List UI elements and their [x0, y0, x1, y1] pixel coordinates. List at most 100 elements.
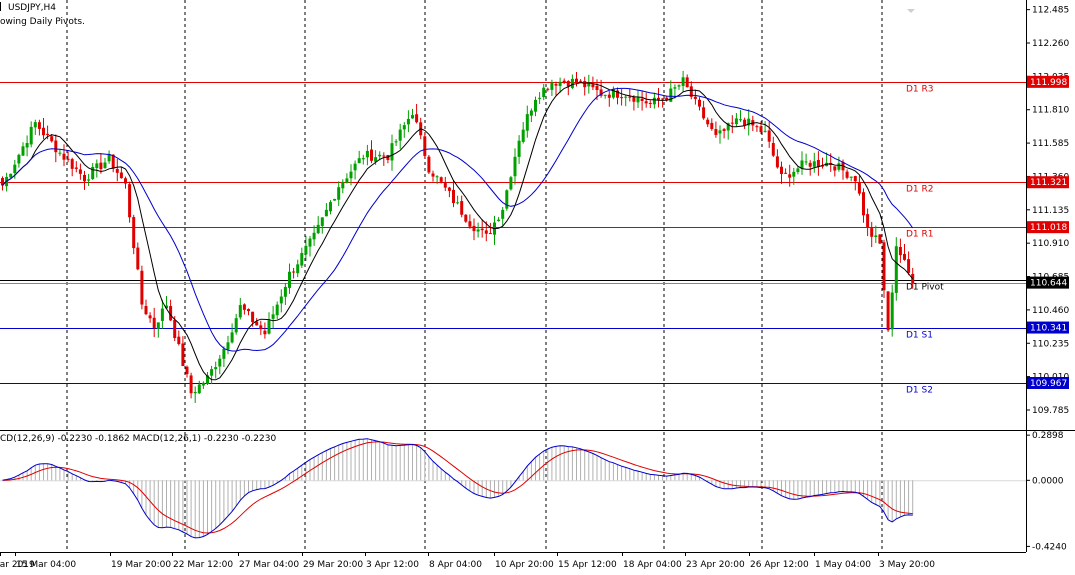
pivot-price-tag-label: 111.998 — [1030, 78, 1067, 88]
candle-body — [91, 166, 95, 180]
candle-body — [595, 85, 599, 90]
candle-body — [632, 96, 636, 102]
candle-body — [866, 214, 870, 228]
candle-body — [771, 143, 775, 156]
candle-body — [579, 80, 583, 82]
time-tick-label: 27 Mar 04:00 — [239, 560, 299, 570]
time-tick-label: 22 Mar 12:00 — [173, 560, 233, 570]
candle-body — [324, 209, 328, 217]
candle-body — [611, 89, 615, 98]
candle-body — [304, 245, 308, 255]
time-tick-label: 18 Apr 04:00 — [623, 560, 682, 570]
window-edge-icon — [0, 2, 4, 11]
candle-body — [320, 217, 324, 226]
candle-body — [378, 154, 382, 157]
candle-body — [95, 163, 99, 169]
candle-body — [833, 166, 837, 171]
candle-body — [464, 214, 468, 222]
candle-body — [562, 80, 566, 83]
candle-body — [718, 130, 722, 134]
candle-body — [283, 286, 287, 297]
candle-body — [357, 158, 361, 164]
candle-body — [521, 129, 525, 142]
candle-body — [42, 127, 45, 136]
candle-body — [821, 165, 824, 167]
candle-body — [1, 178, 4, 186]
candle-body — [99, 162, 103, 170]
candle-body — [587, 83, 591, 87]
candle-body — [513, 156, 517, 177]
candle-body — [148, 315, 152, 319]
pivot-label-1: D1 R2 — [906, 185, 934, 195]
candle-body — [308, 238, 312, 247]
candle-body — [566, 81, 570, 87]
candle-body — [210, 369, 214, 376]
candle-body — [169, 306, 173, 321]
pivot-label-2: D1 R1 — [906, 230, 934, 240]
candle-body — [107, 153, 111, 162]
candle-body — [558, 81, 562, 87]
candle-body — [152, 317, 156, 328]
candle-body — [292, 271, 296, 273]
sma-slow-line — [2, 87, 914, 352]
candle-body — [9, 173, 13, 178]
candle-body — [288, 271, 291, 288]
candle-body — [50, 136, 54, 142]
candle-body — [468, 221, 472, 227]
symbol-header: USDJPY,H4 — [0, 2, 56, 13]
candle-body — [775, 156, 779, 168]
candle-body — [505, 190, 509, 209]
candle-body — [423, 136, 427, 156]
current-price-tag — [1027, 276, 1069, 289]
candle-body — [136, 247, 140, 270]
pivot-price-tag — [1027, 376, 1069, 389]
candle-body — [509, 177, 513, 190]
candle-body — [87, 179, 91, 181]
candle-body — [415, 114, 419, 123]
candle-body — [525, 114, 529, 131]
candle-body — [575, 78, 578, 83]
candle-body — [279, 296, 283, 304]
time-tick-label: 23 Apr 20:00 — [686, 560, 745, 570]
pivot-price-tag — [1027, 75, 1069, 88]
pivot-price-tag-label: 110.341 — [1030, 324, 1067, 334]
time-tick-label: 19 Mar 20:00 — [111, 560, 171, 570]
pivot-label-0: D1 R3 — [906, 85, 934, 95]
candle-body — [140, 270, 144, 305]
candle-body — [804, 161, 808, 163]
candle-body — [644, 101, 648, 104]
candle-body — [312, 232, 316, 240]
candle-body — [411, 115, 414, 119]
candle-body — [890, 292, 894, 330]
candle-body — [156, 322, 160, 329]
time-grid — [66, 0, 883, 552]
candle-body — [353, 163, 357, 171]
price-tick-label: 110.910 — [1032, 239, 1069, 249]
candle-body — [857, 182, 861, 194]
candle-body — [431, 173, 435, 177]
candle-body — [886, 291, 890, 331]
chart-scroll-marker-icon[interactable] — [907, 0, 915, 13]
candle-body — [74, 167, 78, 169]
candle-body — [529, 110, 533, 116]
candle-body — [702, 107, 706, 119]
candle-body — [570, 78, 574, 88]
candle-body — [734, 118, 738, 125]
macd-signal-line — [2, 441, 913, 534]
candle-body — [816, 159, 820, 167]
candle-body — [165, 305, 168, 309]
candle-body — [443, 183, 447, 188]
candle-body — [739, 119, 742, 121]
candle-body — [345, 178, 349, 184]
candle-body — [394, 141, 398, 143]
candle-body — [271, 314, 275, 319]
candle-body — [648, 102, 652, 104]
time-tick-label: 26 Apr 12:00 — [750, 560, 809, 570]
price-tick-label: 112.260 — [1032, 39, 1069, 49]
candle-body — [730, 122, 734, 124]
candle-body — [607, 94, 611, 98]
pivot-price-tag-label: 109.967 — [1030, 379, 1067, 389]
candle-body — [13, 164, 17, 174]
time-tick-label: 3 May 20:00 — [879, 560, 935, 570]
